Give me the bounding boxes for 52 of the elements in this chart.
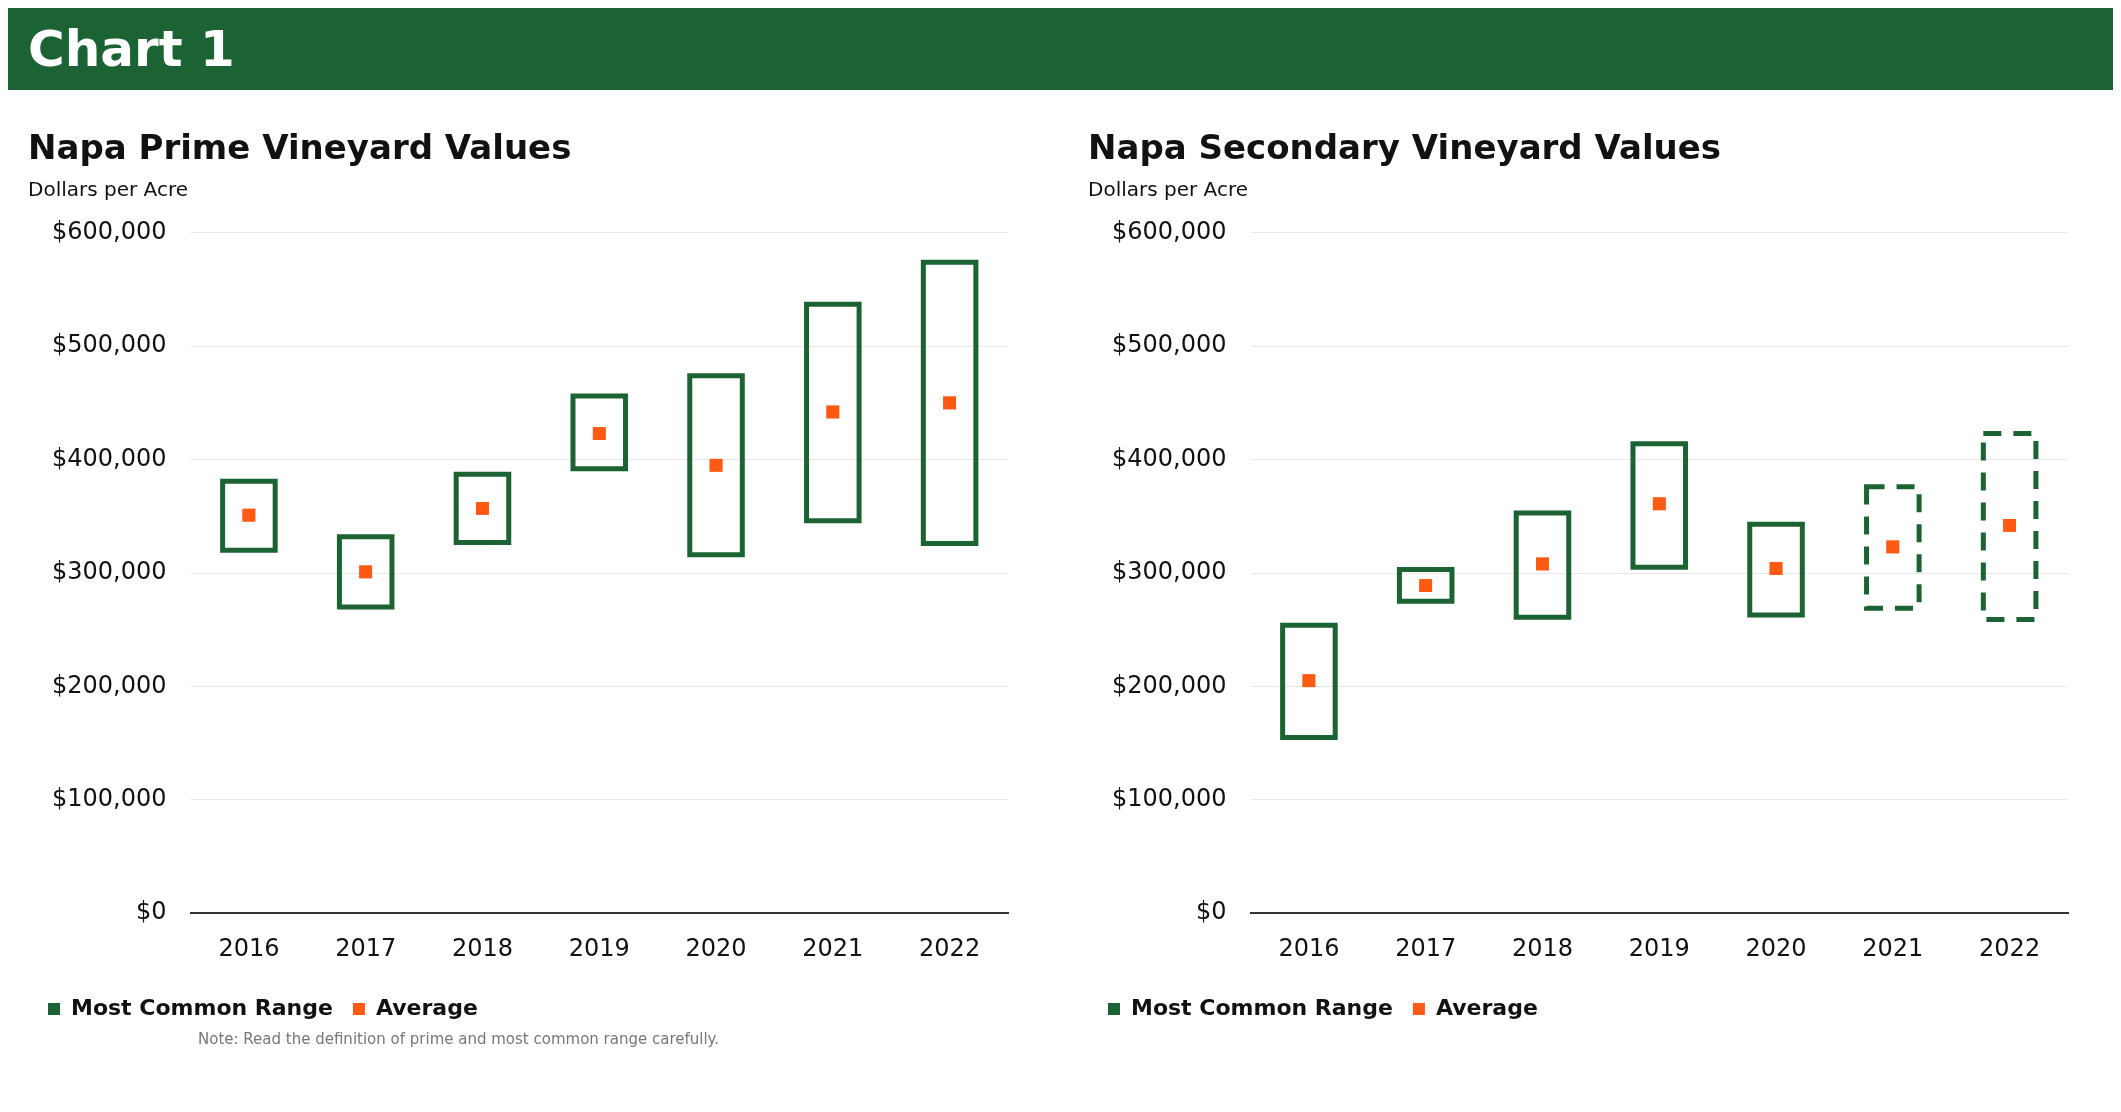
x-tick-label: 2020 (1745, 933, 1807, 962)
point (359, 565, 373, 579)
x-tick-label: 2018 (1511, 933, 1574, 962)
point (2003, 519, 2016, 532)
point (592, 427, 606, 440)
y-tick-label: $600,000 (1112, 217, 1227, 246)
x-tick-label: 2020 (685, 933, 747, 962)
y-tick-label: $200,000 (1112, 670, 1227, 699)
y-tick-label: $600,000 (52, 217, 167, 246)
x-tick-label: 2021 (1862, 933, 1924, 962)
point (1536, 557, 1549, 571)
x-tick-label: 2019 (568, 933, 630, 962)
x-tick-label: 2022 (919, 933, 981, 962)
point (826, 405, 840, 419)
caption: Chart 1 (28, 20, 235, 78)
y-tick-label: $300,000 (52, 557, 167, 586)
x-tick-label: 2016 (218, 933, 280, 962)
x-tick-label: 2018 (451, 933, 514, 962)
x-tick-label: 2022 (1979, 933, 2041, 962)
y-tick-label: $100,000 (52, 784, 167, 813)
point (1886, 540, 1900, 554)
chart-title: Napa Secondary Vineyard Values (1088, 127, 1722, 168)
point (709, 458, 723, 472)
point (1419, 579, 1433, 592)
point (1302, 674, 1316, 688)
point (476, 502, 489, 515)
legend-label: Most Common Range (71, 994, 333, 1020)
x-tick-label: 2017 (1395, 933, 1457, 962)
y-tick-label: $400,000 (1112, 443, 1227, 472)
text: Note: Read the definition of prime and most common range carefully. (198, 1030, 721, 1048)
y-tick-label: $400,000 (52, 443, 167, 472)
y-tick-label: $500,000 (1112, 330, 1227, 359)
x-tick-label: 2019 (1628, 933, 1690, 962)
point (943, 396, 956, 410)
chart-subtitle: Dollars per Acre (28, 177, 188, 201)
y-tick-label: $0 (1195, 897, 1227, 926)
chart-title: Napa Prime Vineyard Values (28, 127, 572, 168)
legend-label: Average (1435, 994, 1538, 1020)
point (1652, 497, 1666, 511)
x-tick-label: 2021 (802, 933, 864, 962)
y-tick-label: $200,000 (52, 670, 167, 699)
x-tick-label: 2017 (335, 933, 397, 962)
y-tick-label: $300,000 (1112, 557, 1227, 586)
point (242, 508, 256, 522)
legend-label: Average (375, 994, 478, 1020)
chart-subtitle: Dollars per Acre (1088, 177, 1248, 201)
y-tick-label: $500,000 (52, 330, 167, 359)
point (1769, 562, 1783, 575)
y-tick-label: $0 (135, 897, 167, 926)
legend-label: Most Common Range (1131, 994, 1393, 1020)
x-tick-label: 2016 (1278, 933, 1340, 962)
y-tick-label: $100,000 (1112, 784, 1227, 813)
